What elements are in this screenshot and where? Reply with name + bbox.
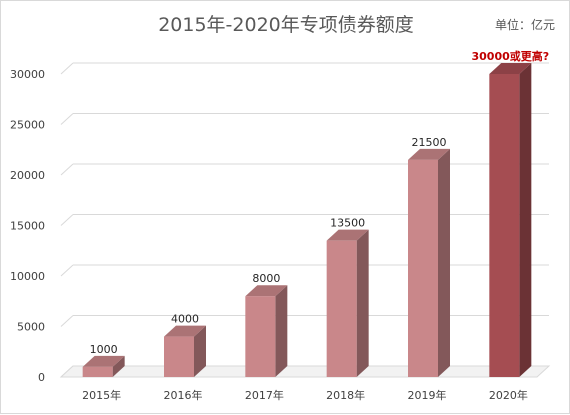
gridline-depth (60, 315, 74, 327)
chart-title: 2015年-2020年专项债券额度 (158, 14, 414, 36)
x-tick-label: 2016年 (164, 388, 203, 402)
gridline-depth (60, 264, 74, 277)
data-label: 1000 (90, 343, 118, 356)
gridline-depth (60, 163, 74, 176)
y-tick-label: 0 (38, 371, 45, 384)
bar-side (438, 148, 450, 377)
bar-side (275, 285, 288, 377)
bar-top (326, 229, 369, 241)
x-tick-label: 2019年 (408, 388, 447, 402)
x-tick-label: 2018年 (326, 388, 365, 402)
bar-side (356, 229, 369, 377)
y-tick-label: 20000 (10, 169, 45, 182)
data-label: 21500 (412, 136, 447, 149)
bar (408, 159, 438, 377)
bar-top (245, 285, 288, 297)
gridline-depth (60, 62, 74, 75)
y-tick-label: 10000 (10, 270, 45, 283)
bar (489, 74, 520, 377)
bar (164, 336, 194, 377)
bar-side (112, 355, 125, 377)
data-label: 30000或更高? (472, 49, 550, 63)
unit-note: 单位：亿元 (494, 18, 555, 32)
bar (82, 366, 113, 377)
data-label: 4000 (171, 313, 199, 326)
chart-floor (59, 365, 551, 378)
x-tick-label: 2020年 (489, 388, 528, 402)
data-label: 8000 (252, 272, 280, 285)
bar-top (489, 63, 532, 74)
bar-top (82, 355, 125, 367)
data-label: 13500 (330, 217, 365, 230)
y-tick-label: 5000 (17, 321, 45, 334)
y-tick-label: 15000 (10, 220, 45, 233)
bar-top (408, 148, 450, 160)
gridline-depth (60, 214, 74, 226)
x-tick-label: 2015年 (82, 388, 121, 402)
gridline-depth (60, 113, 74, 125)
bar-side (194, 325, 206, 377)
y-tick-label: 25000 (10, 119, 45, 132)
bar (245, 296, 276, 377)
bar-top (164, 325, 206, 337)
y-tick-label: 30000 (10, 68, 45, 81)
bar-side (519, 63, 532, 377)
x-tick-label: 2017年 (245, 388, 284, 402)
bar (326, 240, 357, 377)
